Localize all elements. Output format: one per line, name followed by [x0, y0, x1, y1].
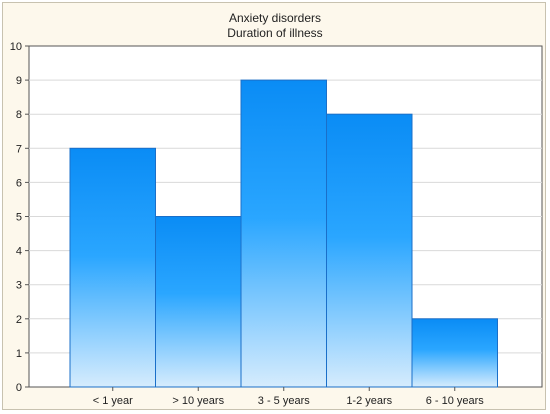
- y-tick-label: 7: [16, 143, 22, 155]
- y-tick-label: 5: [16, 212, 22, 224]
- chart-subtitle: Duration of illness: [227, 26, 322, 40]
- y-tick-label: 0: [16, 382, 22, 394]
- x-tick-label: > 10 years: [172, 395, 224, 407]
- y-tick-label: 2: [16, 314, 22, 326]
- chart-title: Anxiety disorders: [229, 11, 321, 25]
- y-axis-ticks: 0 1 2 3 4 5 6 7 8 9 10: [10, 41, 29, 394]
- y-tick-label: 3: [16, 280, 22, 292]
- chart-frame: Anxiety disorders Duration of illness 0 1…: [2, 2, 546, 410]
- bar-chart: Anxiety disorders Duration of illness 0 1…: [10, 11, 543, 407]
- x-tick-label: 1-2 years: [346, 395, 392, 407]
- bar: [155, 216, 242, 388]
- y-tick-label: 6: [16, 177, 22, 189]
- x-tick-label: 3 - 5 years: [258, 395, 310, 407]
- bar: [411, 318, 498, 388]
- bars: [69, 79, 498, 388]
- bar: [240, 79, 327, 388]
- x-tick-label: 6 - 10 years: [426, 395, 485, 407]
- x-tick-label: < 1 year: [93, 395, 133, 407]
- y-tick-label: 4: [16, 246, 22, 258]
- y-tick-label: 1: [16, 348, 22, 360]
- y-tick-label: 9: [16, 75, 22, 87]
- y-tick-label: 8: [16, 109, 22, 121]
- x-axis-ticks: < 1 year > 10 years 3 - 5 years 1-2 years 6 …: [93, 387, 485, 407]
- bar: [326, 113, 413, 388]
- bar: [69, 147, 156, 388]
- y-tick-label: 10: [10, 41, 22, 53]
